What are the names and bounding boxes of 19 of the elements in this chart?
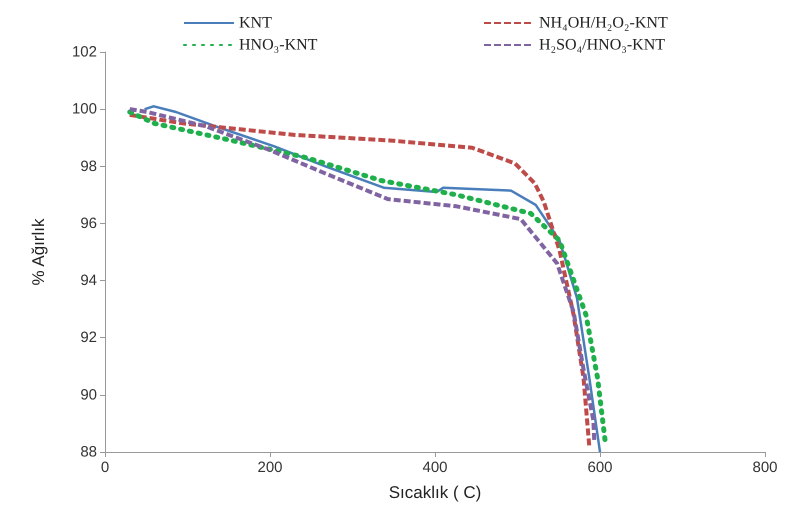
- y-axis-title: % Ağırlık: [29, 218, 48, 286]
- y-tick-label: 92: [80, 329, 97, 346]
- y-tick-label: 88: [80, 444, 97, 460]
- x-tick-label: 0: [100, 459, 110, 476]
- legend-label: KNT: [239, 14, 272, 32]
- y-tick-label: 98: [80, 158, 97, 175]
- y-tick-label: 96: [80, 214, 97, 232]
- x-tick-label: 200: [257, 459, 283, 476]
- y-tick-label: 102: [72, 44, 97, 60]
- x-tick-label: 600: [587, 459, 613, 476]
- legend-label: HNO₃-KNT: [239, 36, 318, 54]
- x-tick-label: 400: [422, 459, 448, 476]
- legend-label: H₂SO₄/HNO₃-KNT: [539, 36, 666, 54]
- y-tick-label: 100: [72, 100, 97, 118]
- x-axis-title: Sıcaklık ( C): [388, 483, 482, 502]
- y-tick-label: 90: [80, 386, 97, 404]
- x-tick-label: 800: [752, 459, 778, 476]
- y-tick-label: 94: [80, 272, 97, 290]
- legend-label: NH₄OH/H₂O₂-KNT: [539, 14, 668, 32]
